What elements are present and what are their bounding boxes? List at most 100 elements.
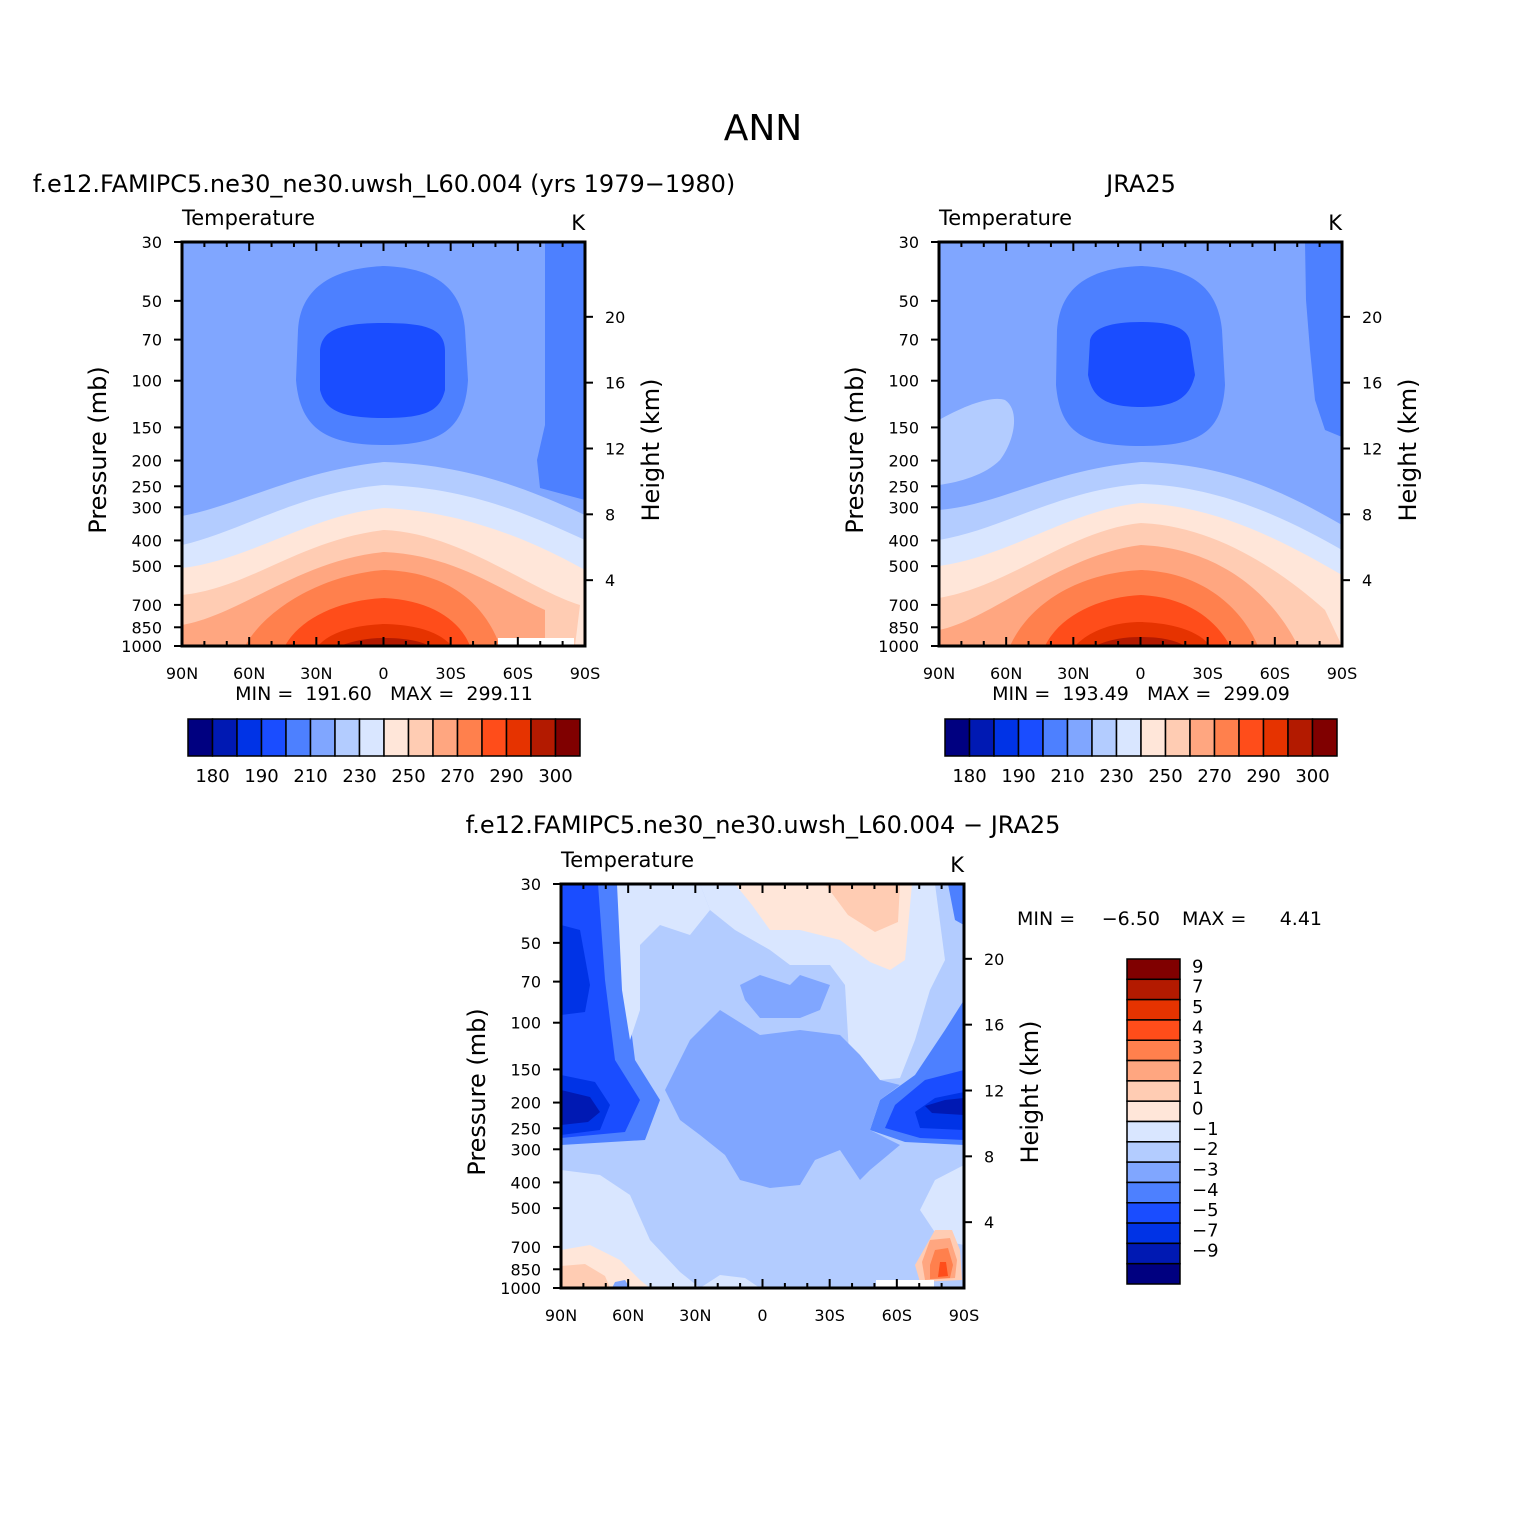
colorbar-label: 210	[1050, 766, 1084, 787]
contour-fill	[1088, 322, 1195, 407]
y-tick-label: 50	[142, 292, 162, 311]
colorbar-box	[187, 718, 214, 757]
colorbar-box	[554, 718, 581, 757]
panel-title-model: f.e12.FAMIPC5.ne30_ne30.uwsh_L60.004 (yr…	[33, 170, 736, 198]
y-tick-label: 400	[510, 1173, 541, 1192]
y2-tick-label: 12	[1362, 439, 1382, 458]
y-tick-label: 100	[888, 372, 919, 391]
y-tick-label: 70	[521, 973, 541, 992]
contour-fill	[1075, 622, 1210, 646]
contour-fill	[920, 1165, 964, 1245]
y2-axis-title: Height (km)	[1016, 1021, 1044, 1164]
contour-fill	[320, 323, 445, 418]
colorbar-box	[236, 718, 263, 757]
y-tick-label: 500	[510, 1199, 541, 1218]
colorbar-box	[1164, 718, 1191, 757]
colorbar-label: 300	[1295, 766, 1329, 787]
x-tick-label: 90N	[545, 1306, 577, 1325]
stats-model: MIN = 191.60 MAX = 299.11	[235, 683, 533, 705]
y-tick-label: 850	[510, 1260, 541, 1279]
stats-diff-max: 4.41	[1280, 908, 1322, 930]
y-tick-label: 100	[510, 1014, 541, 1033]
x-tick-label: 30S	[435, 664, 466, 683]
colorbar-label: 1	[1192, 1078, 1203, 1099]
y2-tick-label: 8	[605, 505, 615, 524]
x-tick-label: 60N	[990, 664, 1022, 683]
colorbar-box	[456, 718, 483, 757]
colorbar-box	[1126, 1181, 1181, 1204]
x-tick-label: 60N	[233, 664, 265, 683]
colorbar-box	[432, 718, 459, 757]
colorbar-label: 270	[440, 766, 474, 787]
x-tick-label: 90S	[949, 1306, 980, 1325]
colorbar-label: 210	[293, 766, 327, 787]
x-tick-label: 30N	[1057, 664, 1089, 683]
colorbar-box	[968, 718, 995, 757]
colorbar-box	[358, 718, 385, 757]
colorbar-label: −3	[1192, 1159, 1219, 1180]
contour-fill	[925, 1098, 964, 1115]
y-tick-label: 150	[888, 418, 919, 437]
y-tick-label: 300	[888, 498, 919, 517]
y2-tick-label: 8	[1362, 505, 1372, 524]
colorbar-box	[1126, 1161, 1181, 1184]
panel-diff: f.e12.FAMIPC5.ne30_ne30.uwsh_L60.004 − J…	[463, 811, 1322, 1325]
colorbar-label: 290	[489, 766, 523, 787]
contour-fill	[561, 1090, 600, 1125]
y-tick-label: 700	[888, 596, 919, 615]
left-label-diff: Temperature	[560, 848, 694, 872]
colorbar-model: 180 190 210 230 250 270 290 300	[187, 718, 581, 787]
y2-tick-label: 8	[984, 1147, 994, 1166]
colorbar-label: −5	[1192, 1200, 1219, 1221]
colorbar-box	[1126, 1120, 1181, 1143]
colorbar-box	[1189, 718, 1216, 757]
x-tick-label: 0	[378, 664, 388, 683]
colorbar-box	[334, 718, 361, 757]
y-tick-label: 250	[131, 477, 162, 496]
colorbar-box	[260, 718, 287, 757]
y-tick-label: 30	[521, 875, 541, 894]
axes-model: 90N 60N 30N 0 30S 60S 90S 30 50 70 100 150 200 250 300…	[84, 233, 665, 683]
colorbar-box	[1126, 1100, 1181, 1123]
colorbar-box	[1126, 1080, 1181, 1102]
panel-title-obs: JRA25	[1104, 170, 1176, 198]
stats-obs: MIN = 193.49 MAX = 299.09	[992, 683, 1290, 705]
colorbar-label: 3	[1192, 1038, 1203, 1059]
y-tick-label: 250	[510, 1119, 541, 1138]
colorbar-label: −4	[1192, 1180, 1219, 1201]
x-tick-label: 90S	[570, 664, 601, 683]
units-label-diff: K	[950, 853, 965, 877]
y-tick-label: 200	[888, 452, 919, 471]
colorbar-box	[505, 718, 532, 757]
stats-diff-min-label: MIN =	[1017, 908, 1075, 930]
y-tick-label: 300	[510, 1140, 541, 1159]
y2-tick-label: 16	[605, 374, 625, 393]
y2-tick-label: 4	[1362, 571, 1372, 590]
colorbar-label: −9	[1192, 1241, 1219, 1262]
axes-obs: 90N 60N 30N 0 30S 60S 90S 30 50 70 100 150 200 250 300…	[841, 233, 1422, 683]
y-tick-label: 850	[888, 618, 919, 637]
x-tick-label: 30N	[679, 1306, 711, 1325]
colorbar-box	[1126, 1019, 1181, 1041]
x-tick-label: 30N	[300, 664, 332, 683]
y2-tick-label: 4	[984, 1213, 994, 1232]
colorbar-label: 5	[1192, 997, 1203, 1018]
colorbar-box	[1042, 718, 1069, 757]
y2-tick-label: 20	[605, 308, 625, 327]
colorbar-box	[993, 718, 1020, 757]
colorbar-box	[1017, 718, 1044, 757]
y-tick-label: 30	[142, 233, 162, 252]
y-tick-label: 250	[888, 477, 919, 496]
contour-fill	[825, 884, 900, 932]
y-tick-label: 850	[131, 618, 162, 637]
colorbar-label: 2	[1192, 1058, 1203, 1079]
y-tick-label: 700	[131, 596, 162, 615]
colorbar-box	[1126, 1141, 1181, 1163]
left-label-obs: Temperature	[938, 206, 1072, 230]
contour-fill	[948, 884, 964, 925]
figure-title: ANN	[724, 108, 803, 149]
contour-field-obs	[939, 242, 1342, 646]
x-tick-label: 90N	[166, 664, 198, 683]
colorbar-box	[1126, 1222, 1181, 1245]
